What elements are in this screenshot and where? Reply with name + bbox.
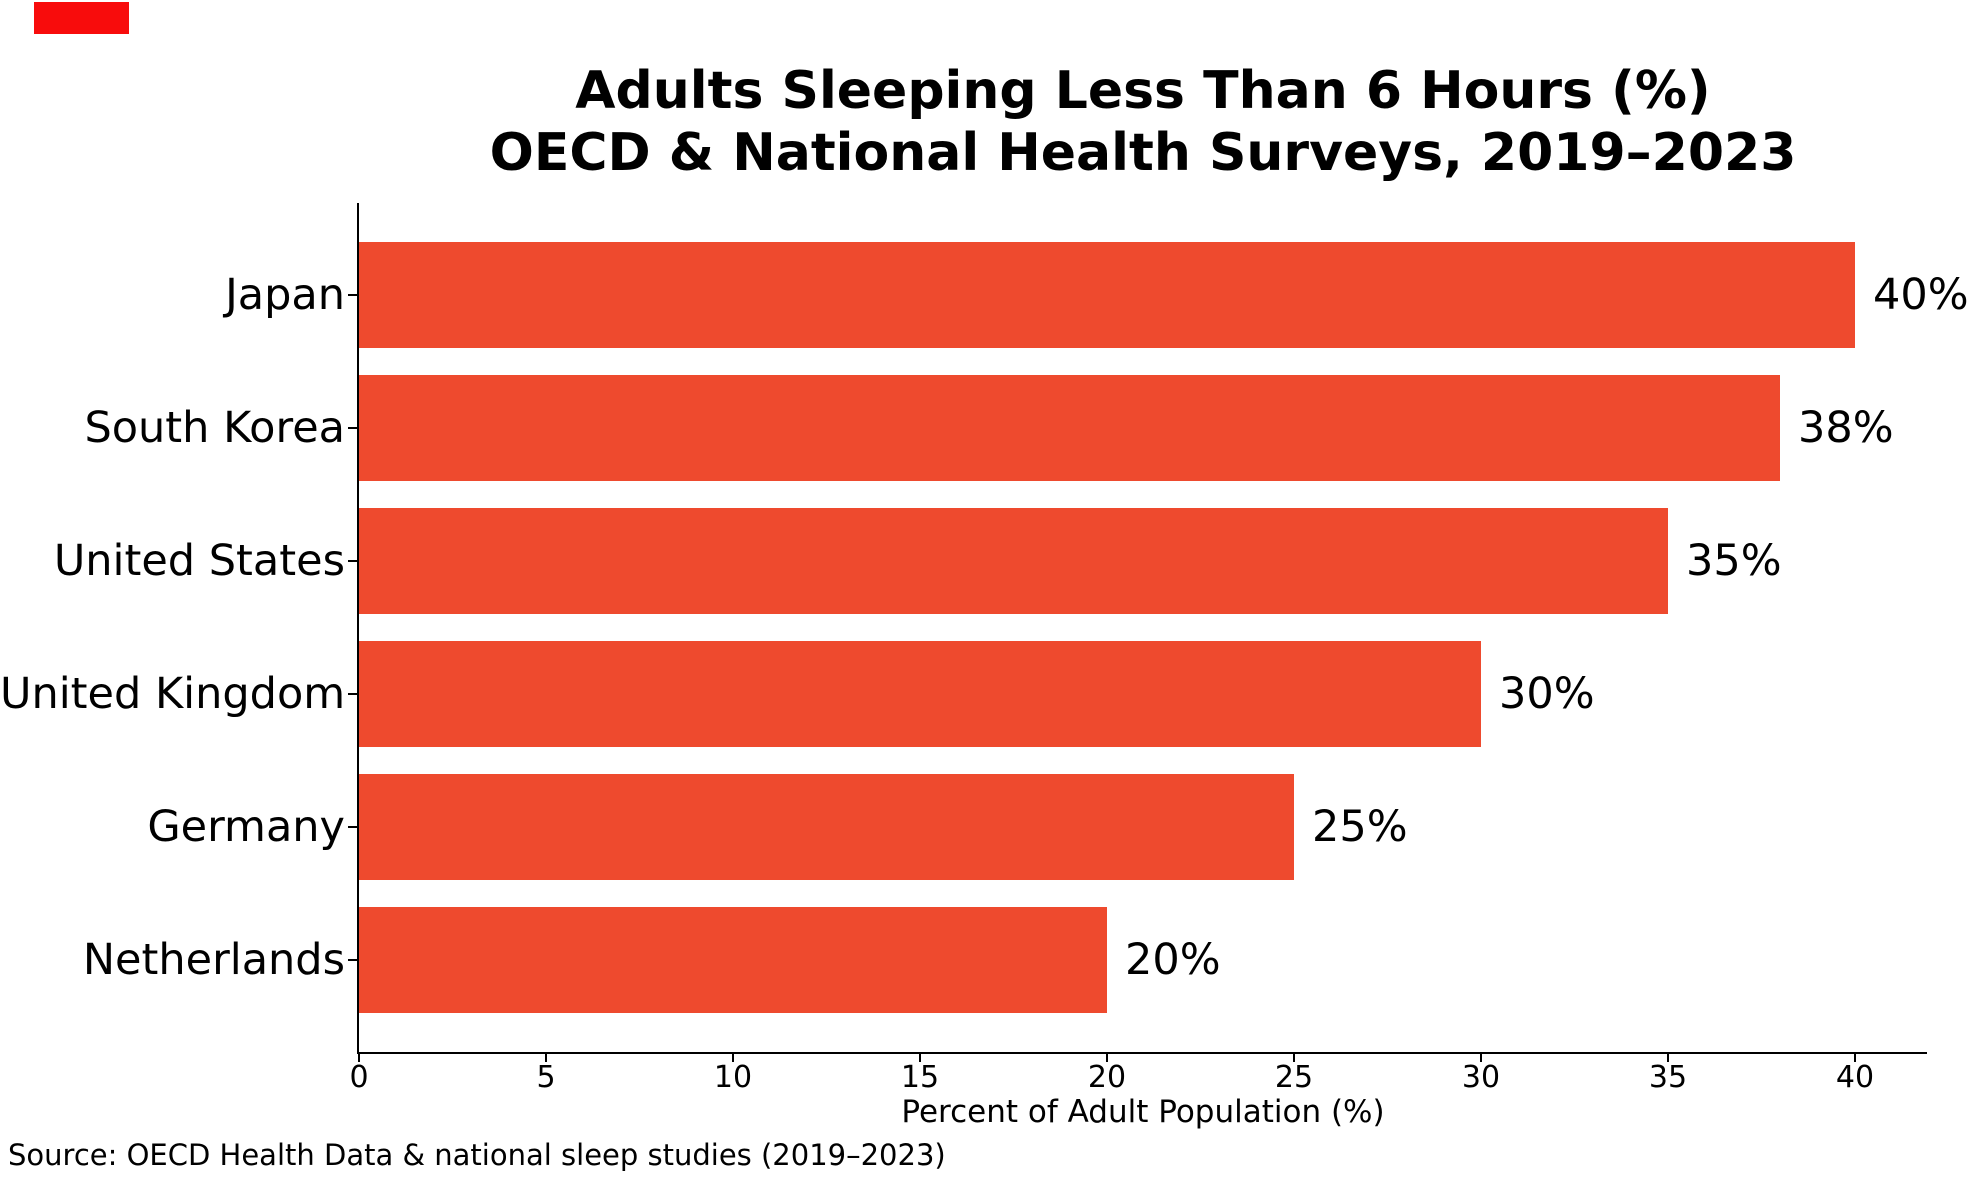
y-tick-mark [348,294,357,296]
x-tick-label: 25 [1274,1060,1314,1095]
x-tick-mark [1667,1053,1669,1062]
x-tick-label: 10 [713,1060,753,1095]
x-tick-mark [919,1053,921,1062]
x-tick-mark [1106,1053,1108,1062]
x-tick-label: 15 [900,1060,940,1095]
y-tick-mark [348,959,357,961]
chart-title-line2: OECD & National Health Surveys, 2019–202… [489,123,1797,183]
chart-title: Adults Sleeping Less Than 6 Hours (%) OE… [359,60,1927,184]
y-tick-mark [348,560,357,562]
value-label: 20% [1125,935,1221,985]
category-label: South Korea [84,403,345,453]
red-corner-marker [34,2,129,34]
y-tick-mark [348,693,357,695]
value-label: 30% [1499,669,1595,719]
bar [359,508,1668,614]
bar [359,641,1481,747]
x-tick-mark [545,1053,547,1062]
bar [359,907,1107,1013]
x-tick-mark [732,1053,734,1062]
value-label: 40% [1873,270,1969,320]
category-label: United Kingdom [0,669,346,719]
x-tick-label: 30 [1461,1060,1501,1095]
x-tick-label: 0 [349,1060,369,1095]
category-label: Germany [147,802,345,852]
x-tick-mark [358,1053,360,1062]
y-tick-mark [348,826,357,828]
value-label: 38% [1798,403,1894,453]
category-label: Japan [225,270,345,320]
x-tick-label: 5 [536,1060,556,1095]
x-tick-label: 20 [1087,1060,1127,1095]
x-tick-label: 35 [1648,1060,1688,1095]
x-axis-line [357,1052,1927,1054]
y-axis-line [357,203,359,1053]
x-tick-mark [1854,1053,1856,1062]
source-note: Source: OECD Health Data & national slee… [8,1138,946,1172]
chart-title-line1: Adults Sleeping Less Than 6 Hours (%) [575,61,1711,121]
value-label: 25% [1312,802,1408,852]
bar [359,375,1780,481]
category-label: United States [53,536,345,586]
bar [359,774,1294,880]
category-label: Netherlands [82,935,345,985]
x-tick-mark [1293,1053,1295,1062]
x-axis-title: Percent of Adult Population (%) [901,1094,1385,1130]
x-tick-mark [1480,1053,1482,1062]
value-label: 35% [1686,536,1782,586]
x-tick-label: 40 [1835,1060,1875,1095]
bar [359,242,1855,348]
y-tick-mark [348,427,357,429]
